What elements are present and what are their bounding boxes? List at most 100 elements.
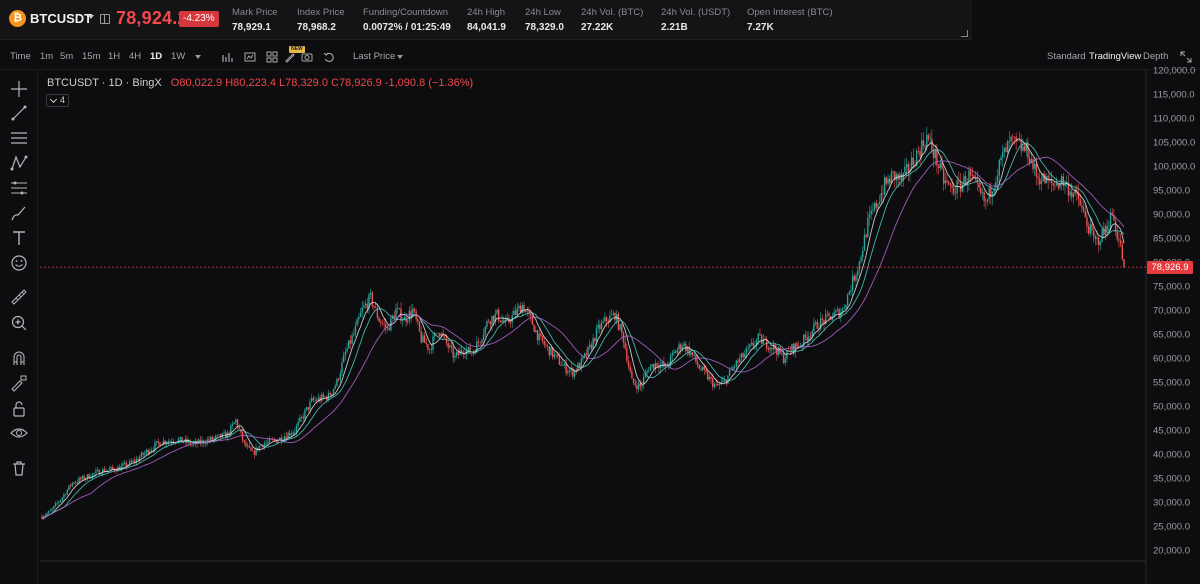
lock-drawing-icon[interactable]	[10, 374, 28, 392]
candle	[253, 449, 256, 459]
resize-handle-icon[interactable]	[961, 30, 968, 37]
undo-icon[interactable]	[323, 51, 335, 63]
candle	[90, 474, 92, 480]
stat-open-interest: Open Interest (BTC) 7.27K	[747, 7, 833, 33]
candle	[1081, 200, 1083, 213]
y-tick-label: 55,000.0	[1153, 378, 1190, 389]
intervals-dropdown-icon[interactable]	[195, 55, 201, 59]
interval-1w[interactable]: 1W	[171, 51, 186, 62]
candle	[927, 133, 930, 143]
crosshair-icon[interactable]	[10, 80, 28, 98]
candle	[1000, 155, 1002, 166]
interval-15m[interactable]: 15m	[82, 51, 101, 62]
pencil-icon[interactable]	[284, 51, 296, 63]
candle	[339, 370, 342, 383]
candle	[479, 341, 481, 346]
candle	[739, 353, 741, 364]
horizontal-lines-icon[interactable]	[10, 129, 28, 147]
candle	[727, 375, 729, 385]
candle	[641, 381, 643, 392]
candle	[258, 445, 261, 452]
chart-type-icon[interactable]	[244, 51, 256, 63]
eye-icon[interactable]	[10, 424, 28, 442]
y-tick-label: 105,000.0	[1153, 138, 1195, 149]
interval-4h[interactable]: 4H	[129, 51, 142, 62]
camera-icon[interactable]	[301, 51, 313, 63]
view-tab-standard[interactable]: Standard	[1047, 51, 1086, 62]
candle	[963, 172, 965, 193]
candle	[321, 391, 323, 403]
candle	[1067, 175, 1070, 203]
candle	[471, 353, 473, 356]
trend-line-icon[interactable]	[10, 104, 28, 122]
chevron-down-icon[interactable]	[88, 15, 94, 19]
candle	[63, 492, 65, 501]
interval-5m[interactable]: 5m	[60, 51, 74, 62]
candle	[691, 352, 694, 358]
candle	[332, 388, 335, 398]
candle	[83, 474, 85, 481]
stat-value: 7.27K	[747, 22, 774, 33]
candle	[602, 317, 604, 324]
candle	[870, 204, 872, 220]
interval-1d[interactable]: 1D	[150, 51, 163, 62]
pattern-icon[interactable]	[10, 154, 28, 172]
candle	[796, 341, 798, 349]
symbol-selector[interactable]: BTCUSDT	[30, 11, 93, 26]
fullscreen-icon[interactable]	[1180, 51, 1192, 63]
candle	[956, 175, 958, 200]
emoji-icon[interactable]	[10, 254, 28, 272]
candle	[346, 342, 348, 354]
text-icon[interactable]	[10, 229, 28, 247]
candle	[809, 331, 812, 342]
stat-mark-price: Mark Price 78,929.1	[232, 7, 277, 33]
candle	[1094, 234, 1097, 246]
candle	[910, 151, 913, 170]
candle	[562, 359, 564, 366]
candle	[862, 246, 864, 263]
lock-icon[interactable]	[10, 400, 28, 418]
candle	[96, 467, 99, 472]
new-badge: NEW	[289, 46, 305, 53]
candle	[966, 177, 968, 193]
price-type-selector[interactable]: Last Price	[353, 51, 396, 62]
brush-icon[interactable]	[10, 204, 28, 222]
candle	[816, 319, 818, 330]
candle	[1008, 131, 1011, 151]
candle	[964, 170, 967, 186]
y-tick-label: 85,000.0	[1153, 234, 1190, 245]
stat-funding[interactable]: Funding/Countdown 0.0072% / 01:25:49	[363, 7, 451, 33]
view-tab-depth[interactable]: Depth	[1143, 51, 1169, 62]
candle	[536, 330, 539, 345]
trash-icon[interactable]	[10, 459, 28, 477]
book-icon[interactable]	[100, 14, 110, 24]
zoom-in-icon[interactable]	[10, 314, 28, 332]
candle	[980, 180, 982, 197]
candle	[558, 352, 561, 366]
candle	[850, 284, 852, 296]
interval-1h[interactable]: 1H	[108, 51, 121, 62]
indicators-icon[interactable]	[222, 51, 234, 63]
candle	[135, 455, 138, 466]
candle	[460, 345, 463, 356]
candle	[551, 347, 554, 360]
candle	[1040, 173, 1043, 191]
candle	[132, 458, 134, 463]
indicator-collapse-button[interactable]: 4	[46, 94, 69, 107]
magnet-icon[interactable]	[10, 349, 28, 367]
candle	[863, 228, 866, 252]
interval-time[interactable]: Time	[10, 51, 31, 62]
fib-icon[interactable]	[10, 179, 28, 197]
ruler-icon[interactable]	[10, 288, 28, 306]
candle	[363, 301, 365, 310]
view-tab-tradingview[interactable]: TradingView	[1089, 51, 1142, 62]
candle	[1099, 240, 1102, 251]
interval-1m[interactable]: 1m	[40, 51, 54, 62]
drawing-template-icon[interactable]	[266, 51, 278, 63]
candle	[978, 181, 980, 193]
chevron-down-icon[interactable]	[397, 55, 403, 59]
candle	[833, 307, 835, 318]
candle	[674, 349, 677, 354]
candle	[396, 302, 399, 314]
